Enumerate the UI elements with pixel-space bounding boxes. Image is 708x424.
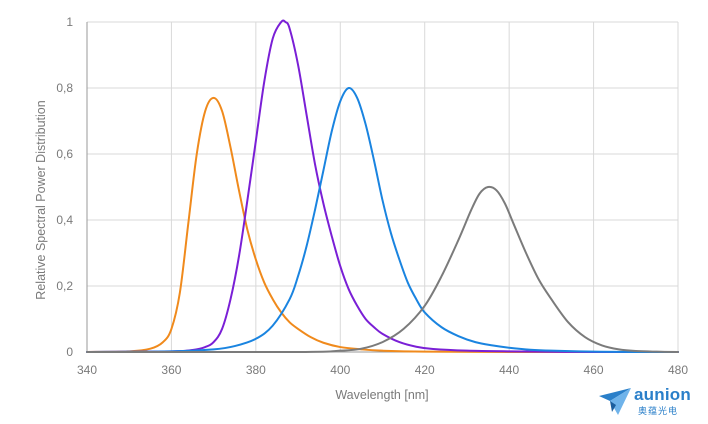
axes — [86, 22, 678, 353]
series-line-3 — [86, 86, 679, 353]
x-tick-label: 460 — [584, 363, 604, 377]
grid-lines — [86, 21, 679, 353]
paper-plane-icon — [599, 388, 631, 415]
y-axis-label: Relative Spectral Power Distribution — [34, 100, 48, 299]
x-tick-label: 440 — [499, 363, 519, 377]
y-tick-label: 0,8 — [56, 81, 73, 95]
series-line-4 — [86, 185, 679, 354]
y-tick-label: 0,4 — [56, 213, 73, 227]
aunion-logo: aunion 奥蕴光电 — [598, 385, 702, 419]
x-tick-label: 400 — [330, 363, 350, 377]
y-tick-label: 0 — [66, 345, 73, 359]
y-tick-label: 0,6 — [56, 147, 73, 161]
y-tick-label: 1 — [66, 15, 73, 29]
logo-wordmark: aunion — [634, 385, 691, 404]
series-lines — [86, 19, 679, 354]
x-tick-label: 340 — [77, 363, 97, 377]
logo-subtitle: 奥蕴光电 — [638, 407, 679, 417]
x-tick-label: 360 — [161, 363, 181, 377]
x-tick-label: 480 — [668, 363, 688, 377]
tick-labels: 340 360 380 400 420 440 460 480 0 0,2 0,4 0,6 0,8 1 — [56, 15, 688, 377]
series-line-1 — [86, 96, 679, 354]
x-tick-label: 420 — [415, 363, 435, 377]
series-line-2 — [86, 19, 679, 354]
x-axis-label: Wavelength [nm] — [335, 388, 428, 402]
x-tick-label: 380 — [246, 363, 266, 377]
y-tick-label: 0,2 — [56, 279, 73, 293]
